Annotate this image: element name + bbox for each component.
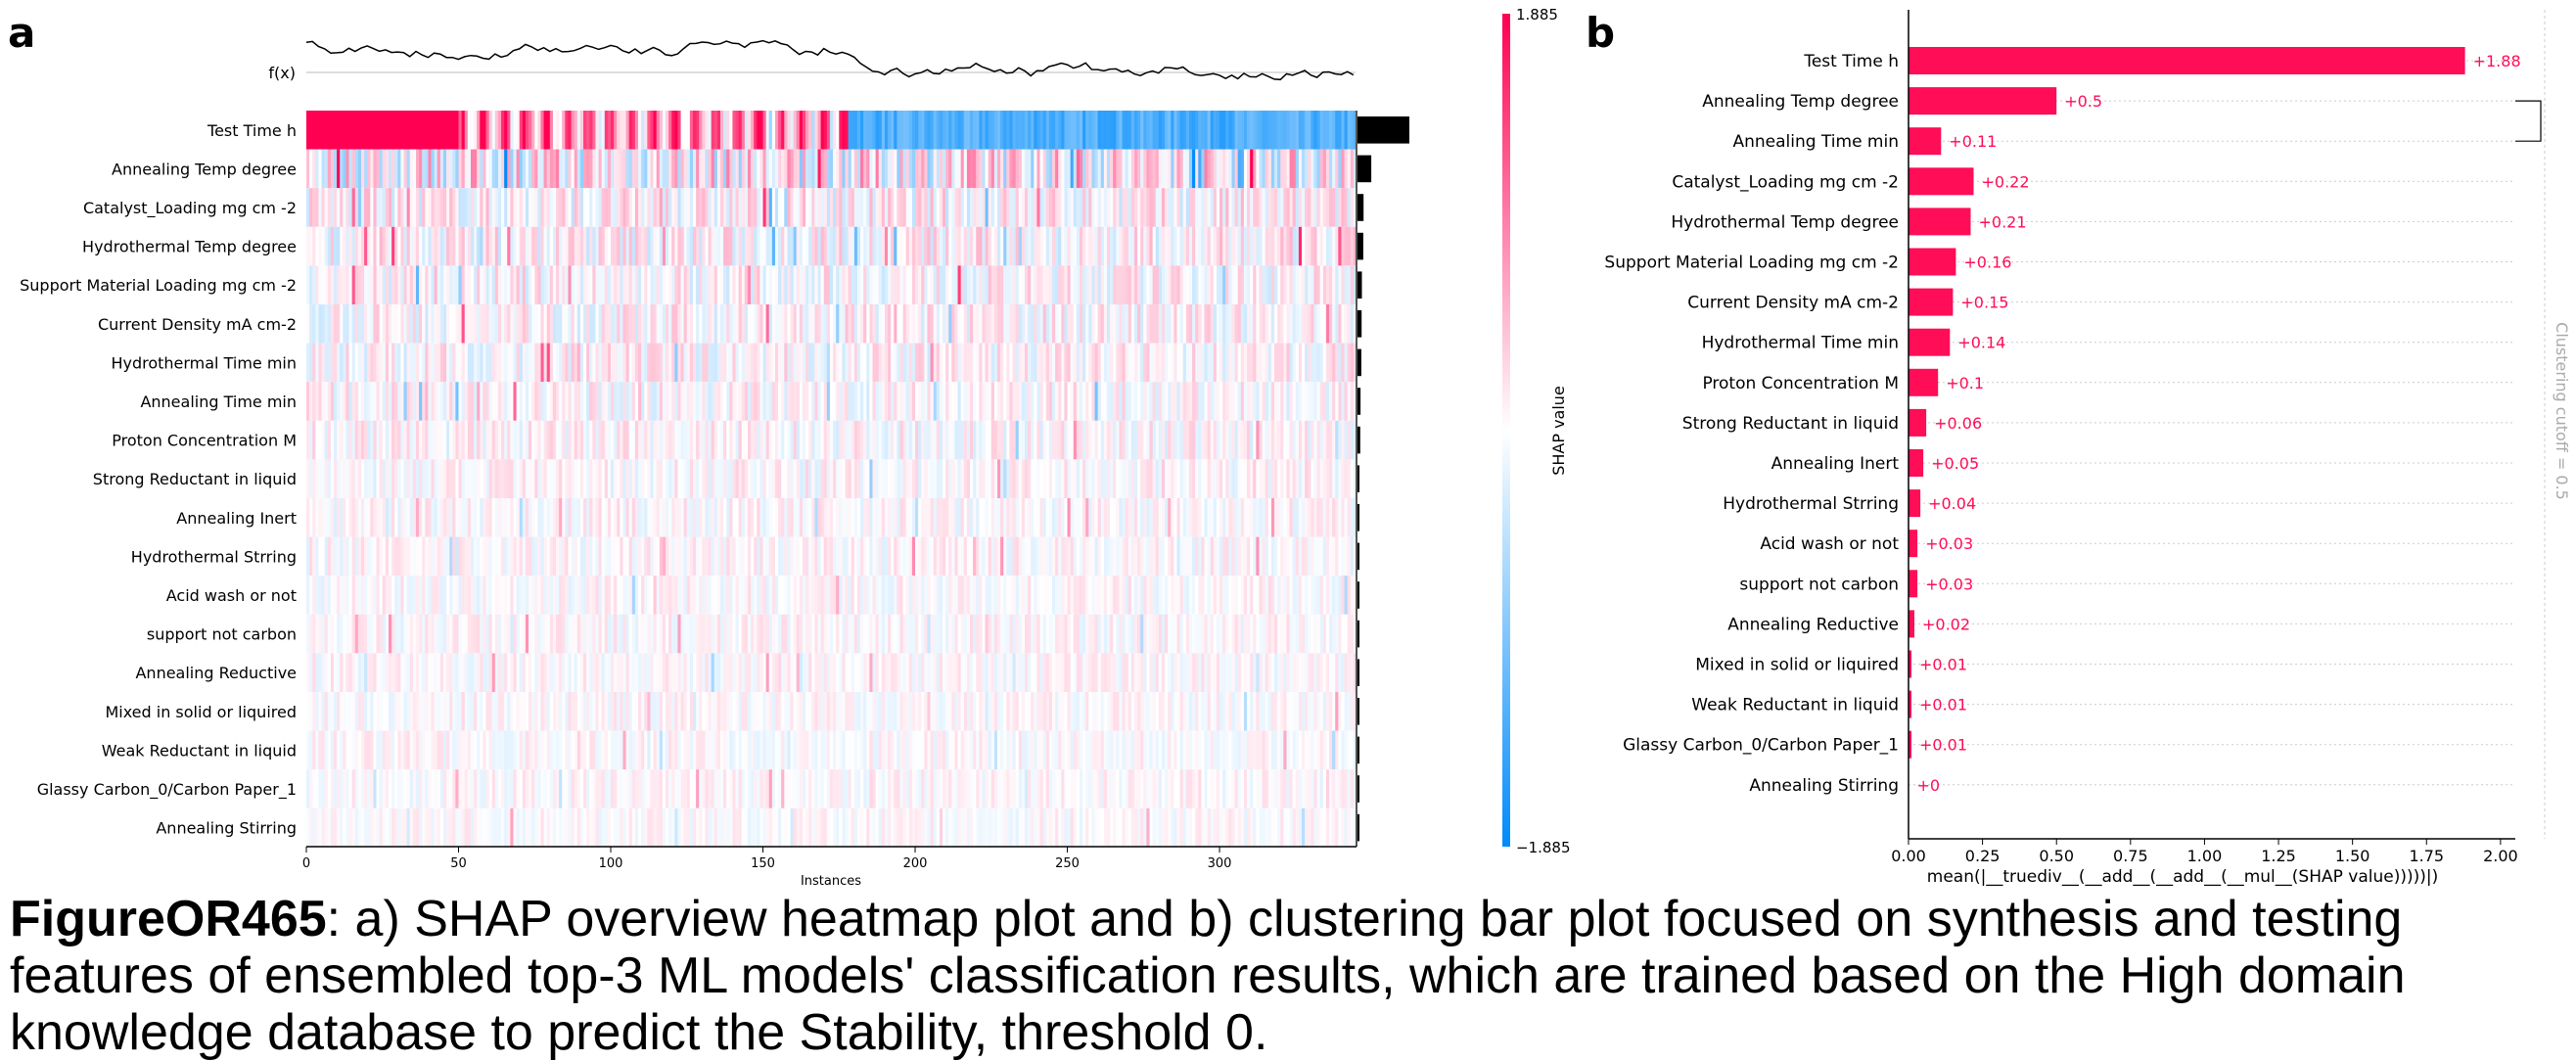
heatmap-row [306, 227, 1357, 266]
heatmap-row [306, 304, 1357, 344]
heatmap-row [306, 615, 1357, 654]
heatmap-row [306, 498, 1357, 537]
heatmap-row [306, 537, 1357, 577]
panel-a-letter: a [8, 9, 35, 57]
heatmap-row [306, 344, 1357, 383]
shap-heatmap [306, 111, 1357, 847]
heatmap-row [306, 188, 1357, 227]
heatmap-row [306, 576, 1357, 615]
heatmap-row [306, 265, 1357, 304]
heatmap-row [306, 382, 1357, 421]
fx-line [306, 41, 1354, 80]
heatmap-row [306, 421, 1357, 460]
heatmap-row [306, 459, 1357, 498]
heatmap-row [306, 150, 1357, 189]
heatmap-row [306, 111, 1357, 150]
heatmap-row [306, 653, 1357, 692]
fx-label: f(x) [268, 64, 296, 82]
